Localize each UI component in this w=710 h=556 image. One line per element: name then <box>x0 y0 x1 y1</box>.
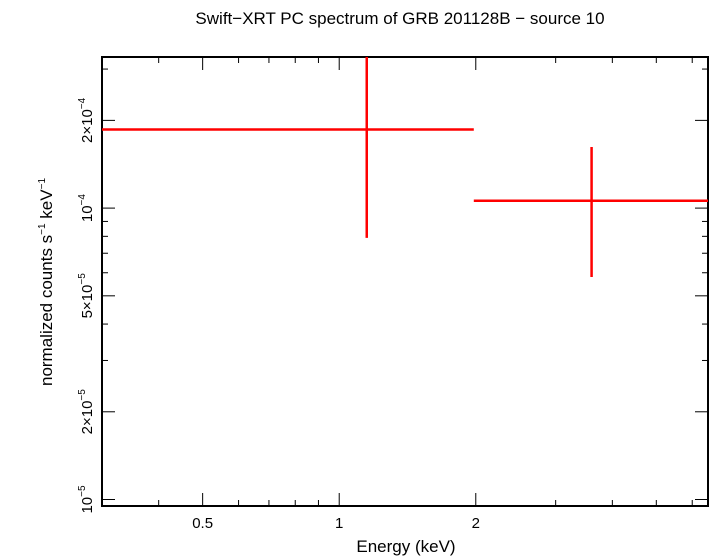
y-axis-label: normalized counts s−1 keV−1 <box>37 178 56 386</box>
y-tick-exponent: −5 <box>77 273 88 285</box>
y-label-sup-2: −1 <box>37 178 48 190</box>
y-label-text-1: normalized counts s <box>37 235 56 386</box>
chart-title: Swift−XRT PC spectrum of GRB 201128B − s… <box>195 9 604 28</box>
y-tick-mantissa: 10 <box>79 205 96 222</box>
plot-frame <box>101 56 709 507</box>
x-axis-label: Energy (keV) <box>356 537 455 556</box>
data-points <box>102 57 708 278</box>
y-tick-exponent: −5 <box>77 485 88 497</box>
y-tick-label: 2×10−4 <box>77 97 96 143</box>
x-tick-label: 2 <box>472 515 480 532</box>
y-tick-mantissa: 2×10 <box>79 401 96 435</box>
y-tick-exponent: −4 <box>77 194 88 206</box>
y-tick-exponent: −4 <box>77 97 88 109</box>
y-tick-labels: 10−52×10−55×10−510−42×10−4 <box>77 97 96 513</box>
y-tick-label: 2×10−5 <box>77 389 96 435</box>
y-tick-label: 10−4 <box>77 194 96 223</box>
y-label-sup-1: −1 <box>37 223 48 235</box>
data-point <box>102 57 474 238</box>
y-tick-label: 10−5 <box>77 485 96 514</box>
axis-ticks <box>101 57 708 506</box>
x-tick-label: 0.5 <box>192 515 213 532</box>
y-tick-mantissa: 2×10 <box>79 109 96 143</box>
y-tick-label: 5×10−5 <box>77 273 96 319</box>
y-tick-mantissa: 10 <box>79 497 96 514</box>
data-point <box>473 147 708 278</box>
x-tick-label: 1 <box>335 515 343 532</box>
y-label-text-2: keV <box>37 189 56 224</box>
y-tick-mantissa: 5×10 <box>79 285 96 319</box>
x-tick-labels: 0.5 1 2 <box>192 515 480 532</box>
y-tick-exponent: −5 <box>77 389 88 401</box>
